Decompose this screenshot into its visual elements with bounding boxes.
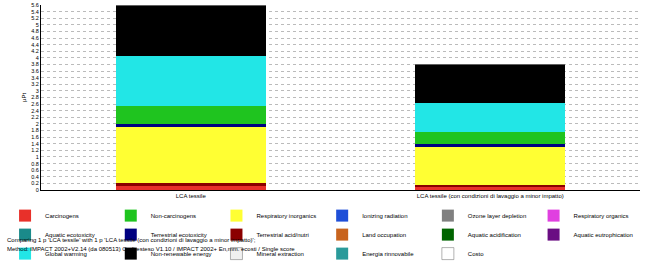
svg-text:Terrestrial acid/nutri: Terrestrial acid/nutri <box>256 232 308 238</box>
svg-text:1.8: 1.8 <box>31 127 39 133</box>
svg-text:2: 2 <box>36 121 39 127</box>
svg-text:Aquatic eutrophication: Aquatic eutrophication <box>574 232 633 238</box>
svg-text:Terrestrial ecotoxicity: Terrestrial ecotoxicity <box>151 232 207 238</box>
svg-text:1.6: 1.6 <box>31 134 39 140</box>
svg-text:Aquatic ecotoxicity: Aquatic ecotoxicity <box>45 232 95 238</box>
svg-text:Global warming: Global warming <box>45 251 87 257</box>
svg-text:Aquatic acidification: Aquatic acidification <box>468 232 521 238</box>
svg-text:3: 3 <box>36 88 39 94</box>
svg-text:Energia rinnovabile: Energia rinnovabile <box>362 251 414 257</box>
svg-text:Ozone layer depletion: Ozone layer depletion <box>468 213 526 219</box>
svg-text:Non-renewable energy: Non-renewable energy <box>151 251 212 257</box>
svg-text:Ionizing radiation: Ionizing radiation <box>362 213 407 219</box>
svg-text:3.4: 3.4 <box>31 75 39 81</box>
svg-text:0.4: 0.4 <box>31 174 39 180</box>
svg-text:Mineral extraction: Mineral extraction <box>256 251 303 257</box>
svg-text:1: 1 <box>36 154 39 160</box>
svg-text:LCA tessile (con condizioni di: LCA tessile (con condizioni di lavaggio … <box>417 193 564 199</box>
svg-text:Costo: Costo <box>468 251 484 257</box>
svg-text:5.2: 5.2 <box>31 15 39 21</box>
svg-text:5: 5 <box>36 22 39 28</box>
svg-text:3.8: 3.8 <box>31 61 39 67</box>
svg-text:2.8: 2.8 <box>31 94 39 100</box>
svg-text:Comparing 1 p 'LCA tessile' wi: Comparing 1 p 'LCA tessile' with 1 p 'LC… <box>7 237 256 243</box>
svg-text:5.4: 5.4 <box>31 9 39 15</box>
svg-text:3.6: 3.6 <box>31 68 39 74</box>
svg-text:Land occupation: Land occupation <box>362 232 406 238</box>
svg-text:Respiratory inorganics: Respiratory inorganics <box>256 213 316 219</box>
svg-text:1.4: 1.4 <box>31 141 39 147</box>
svg-text:Method: IMPACT 2002+V2.14 (da: Method: IMPACT 2002+V2.14 (da 080513) Ce… <box>7 246 295 252</box>
svg-text:2.6: 2.6 <box>31 101 39 107</box>
svg-text:Respiratory organics: Respiratory organics <box>574 213 629 219</box>
svg-text:Carcinogens: Carcinogens <box>45 213 79 219</box>
svg-text:0.8: 0.8 <box>31 160 39 166</box>
svg-text:4.4: 4.4 <box>31 42 39 48</box>
svg-text:2.2: 2.2 <box>31 114 39 120</box>
svg-text:µPt: µPt <box>21 93 27 102</box>
svg-text:4.8: 4.8 <box>31 28 39 34</box>
svg-text:4: 4 <box>36 55 39 61</box>
svg-text:5.6: 5.6 <box>31 2 39 8</box>
svg-text:LCA tessile: LCA tessile <box>176 193 207 199</box>
svg-text:3.2: 3.2 <box>31 81 39 87</box>
svg-text:1.2: 1.2 <box>31 147 39 153</box>
svg-text:4.2: 4.2 <box>31 48 39 54</box>
svg-text:Non-carcinogens: Non-carcinogens <box>151 213 196 219</box>
svg-text:0.2: 0.2 <box>31 180 39 186</box>
svg-text:2.4: 2.4 <box>31 108 39 114</box>
svg-text:4.6: 4.6 <box>31 35 39 41</box>
svg-text:0.6: 0.6 <box>31 167 39 173</box>
svg-text:0: 0 <box>36 187 39 193</box>
